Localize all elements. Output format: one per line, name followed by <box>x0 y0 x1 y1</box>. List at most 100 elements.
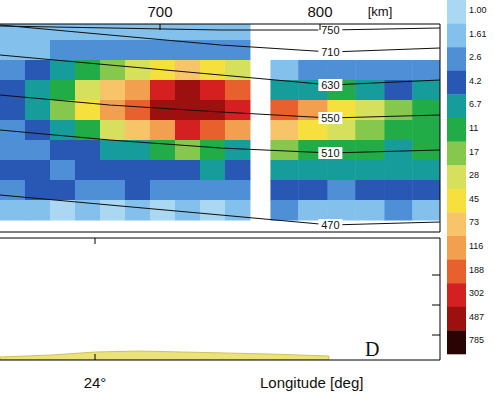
tick-label: 24° <box>84 374 107 391</box>
colorbar-label: 4.2 <box>469 76 482 86</box>
curtain-cell <box>150 80 175 101</box>
curtain-cell <box>225 160 250 181</box>
colorbar-swatch <box>447 283 466 307</box>
curtain-cell <box>125 200 150 221</box>
curtain-cell <box>25 120 50 141</box>
tick <box>432 335 440 336</box>
curtain-cell <box>384 160 412 181</box>
colorbar-label: 1.00 <box>469 5 487 15</box>
contour-label: 510 <box>321 147 339 159</box>
colorbar-label: 2.6 <box>469 52 482 62</box>
curtain-cell <box>100 60 125 81</box>
curtain-cell <box>100 40 125 61</box>
curtain-cell <box>412 80 440 101</box>
contour-line <box>0 55 440 85</box>
curtain-cell <box>25 200 50 221</box>
colorbar-swatch <box>447 47 466 71</box>
curtain-cell <box>384 200 412 221</box>
tick <box>432 275 440 276</box>
label-bg <box>318 79 342 91</box>
axis-label: [km] <box>368 4 393 19</box>
curtain-cell <box>355 120 385 141</box>
curtain-cell <box>100 160 125 181</box>
curtain-cell <box>0 160 25 181</box>
curtain-cell <box>75 80 100 101</box>
tick <box>432 305 440 306</box>
tick <box>95 238 96 244</box>
frame-right <box>440 24 441 232</box>
contour-line <box>0 26 440 30</box>
curtain-cell <box>225 140 250 161</box>
curtain-cell <box>0 140 25 161</box>
curtain-cell <box>100 140 125 161</box>
curtain-cell <box>200 24 225 41</box>
curtain-cell <box>355 60 385 81</box>
curtain-cell <box>327 160 355 181</box>
colorbar-swatch <box>447 142 466 166</box>
curtain-cell <box>50 200 75 221</box>
curtain-cell <box>384 180 412 201</box>
curtain-cell <box>327 200 355 221</box>
curtain-cell <box>270 180 298 201</box>
curtain-cell <box>50 180 75 201</box>
curtain-cell <box>175 140 200 161</box>
curtain-cell <box>355 140 385 161</box>
curtain-cell <box>175 80 200 101</box>
curtain-cell <box>412 60 440 81</box>
curtain-cell <box>0 200 25 221</box>
colorbar-label: 1.61 <box>469 29 487 39</box>
curtain-cell <box>225 120 250 141</box>
curtain-cell <box>150 100 175 121</box>
curtain-cell <box>50 40 75 61</box>
curtain-cell <box>50 160 75 181</box>
colorbar-swatch <box>447 94 466 118</box>
curtain-cell <box>270 60 298 81</box>
curtain-cell <box>298 200 328 221</box>
lower-plot <box>0 351 329 360</box>
colorbar-label: 487 <box>469 312 484 322</box>
curtain-cell <box>25 60 50 81</box>
curtain-cell <box>25 160 50 181</box>
tick <box>95 354 96 360</box>
curtain-cell <box>355 180 385 201</box>
curtain-cell <box>125 120 150 141</box>
upper-plot <box>0 24 440 225</box>
tick <box>320 24 321 30</box>
curtain-cell <box>150 180 175 201</box>
colorbar-swatch <box>447 0 466 24</box>
annotation: D <box>365 338 379 360</box>
contour-labels: 750710630550510470 <box>318 24 342 231</box>
curtain-cell <box>270 200 298 221</box>
curtain-cell <box>175 60 200 81</box>
contour-label: 630 <box>321 79 339 91</box>
colorbar-swatch <box>447 260 466 284</box>
frame-right <box>440 238 441 360</box>
colorbar-label: 116 <box>469 241 483 251</box>
curtain-cell <box>225 180 250 201</box>
curtain-cell <box>75 180 100 201</box>
curtain-cell <box>225 24 250 41</box>
curtain-cell <box>125 60 150 81</box>
curtain-cell <box>384 140 412 161</box>
curtain-cell <box>175 160 200 181</box>
curtain-cell <box>412 120 440 141</box>
label-bg <box>318 147 342 159</box>
curtain-cell <box>355 200 385 221</box>
curtain-cell <box>100 24 125 41</box>
colorbar-label: 17 <box>469 147 479 157</box>
curtain-cell <box>175 180 200 201</box>
contour-label: 550 <box>321 112 339 124</box>
curtain-cell <box>298 60 328 81</box>
contour-line <box>0 25 440 52</box>
curtain-cell <box>412 100 440 121</box>
curtain-cell <box>298 160 328 181</box>
contour-label: 470 <box>321 219 339 231</box>
curtain-cell <box>125 40 150 61</box>
colorbar-swatch <box>447 307 466 331</box>
curtain-cell <box>125 80 150 101</box>
colorbar-label: 188 <box>469 265 484 275</box>
curtain-cell <box>0 100 25 121</box>
curtain-cell <box>50 60 75 81</box>
colorbar-label: 785 <box>469 335 484 345</box>
label-bg <box>318 24 342 36</box>
